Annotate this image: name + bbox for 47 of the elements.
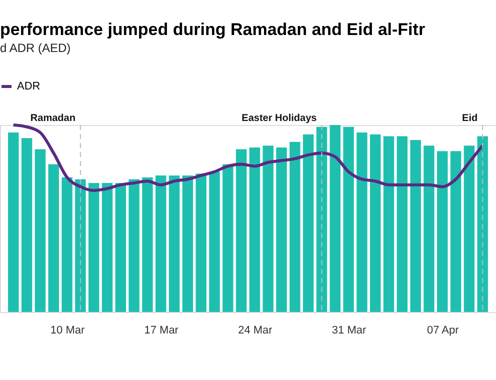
- bar: [102, 182, 113, 312]
- bar: [128, 179, 140, 312]
- chart-subtitle: d ADR (AED): [0, 41, 71, 55]
- bar: [316, 126, 328, 312]
- chart-title: performance jumped during Ramadan and Eid al-Fitr: [0, 20, 426, 39]
- bar: [168, 175, 180, 312]
- bar: [236, 149, 247, 312]
- legend-label: ADR: [17, 80, 40, 92]
- bar: [450, 151, 462, 312]
- bar: [262, 146, 274, 312]
- bar: [115, 182, 126, 312]
- bar: [396, 136, 408, 312]
- bar: [182, 175, 194, 312]
- bar: [437, 151, 448, 312]
- bar: [302, 134, 314, 312]
- bar: [343, 126, 354, 312]
- x-tick-label: 10 Mar: [50, 324, 85, 336]
- bar: [290, 142, 300, 312]
- ref-line-label: Eid: [462, 113, 478, 124]
- x-tick-label: 07 Apr: [426, 324, 460, 336]
- bar: [477, 136, 488, 312]
- x-tick-label: 31 Mar: [332, 324, 366, 336]
- ref-line-label: Ramadan: [30, 113, 76, 124]
- bar: [424, 146, 434, 312]
- x-tick-label: 24 Mar: [238, 324, 273, 336]
- bar: [142, 177, 153, 312]
- ref-line-label: Easter Holidays: [242, 113, 318, 124]
- bar: [8, 132, 19, 312]
- bar: [464, 146, 475, 312]
- bar: [75, 179, 86, 312]
- bar: [276, 147, 287, 312]
- bar: [222, 164, 234, 312]
- bar: [62, 177, 72, 312]
- bar: [383, 136, 394, 312]
- bar: [34, 149, 46, 312]
- bar: [249, 147, 260, 312]
- bar: [356, 132, 368, 312]
- bar: [156, 175, 166, 312]
- bar: [209, 172, 220, 312]
- bar: [21, 138, 32, 312]
- bar: [196, 174, 206, 312]
- x-tick-label: 17 Mar: [144, 324, 179, 336]
- bar: [88, 182, 100, 312]
- bar: [370, 134, 381, 312]
- bar: [48, 164, 59, 312]
- bar: [330, 125, 340, 312]
- bar: [410, 140, 421, 312]
